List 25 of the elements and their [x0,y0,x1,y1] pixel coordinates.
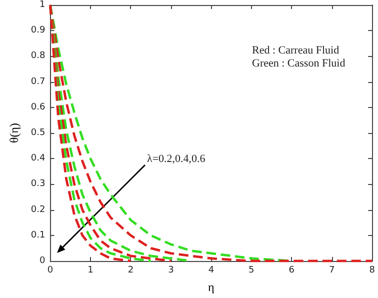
x-tick-label: 5 [248,266,254,276]
x-tick-label: 8 [369,266,376,276]
y-tick-label: 0 [39,256,46,266]
y-tick-label: 0.3 [30,179,46,190]
x-tick-label: 1 [88,266,94,276]
y-tick-label: 0.7 [30,76,46,87]
y-tick-label: 0.4 [30,154,46,164]
annotation: λ=0.2,0.4,0.6 [147,153,206,165]
x-tick-label: 3 [168,266,174,276]
x-tick-label: 2 [128,266,134,276]
x-tick-label: 0 [47,266,54,276]
x-tick-label: 6 [288,266,295,276]
y-tick-label: 0.9 [30,26,46,36]
y-tick-label: 1 [39,0,46,10]
x-axis-title: η [208,280,214,294]
x-tick-label: 4 [208,266,214,276]
annotation: Red : Carreau Fluid [252,44,340,56]
annotation: Green : Casson Fluid [252,58,346,70]
y-tick-label: 0.6 [30,102,46,112]
y-tick-label: 0.5 [30,128,46,138]
y-tick-label: 0.1 [30,230,46,240]
y-axis-title: θ(η) [7,122,21,144]
y-tick-label: 0.2 [30,204,46,215]
y-tick-label: 0.8 [30,51,46,62]
x-tick-label: 7 [329,266,335,276]
